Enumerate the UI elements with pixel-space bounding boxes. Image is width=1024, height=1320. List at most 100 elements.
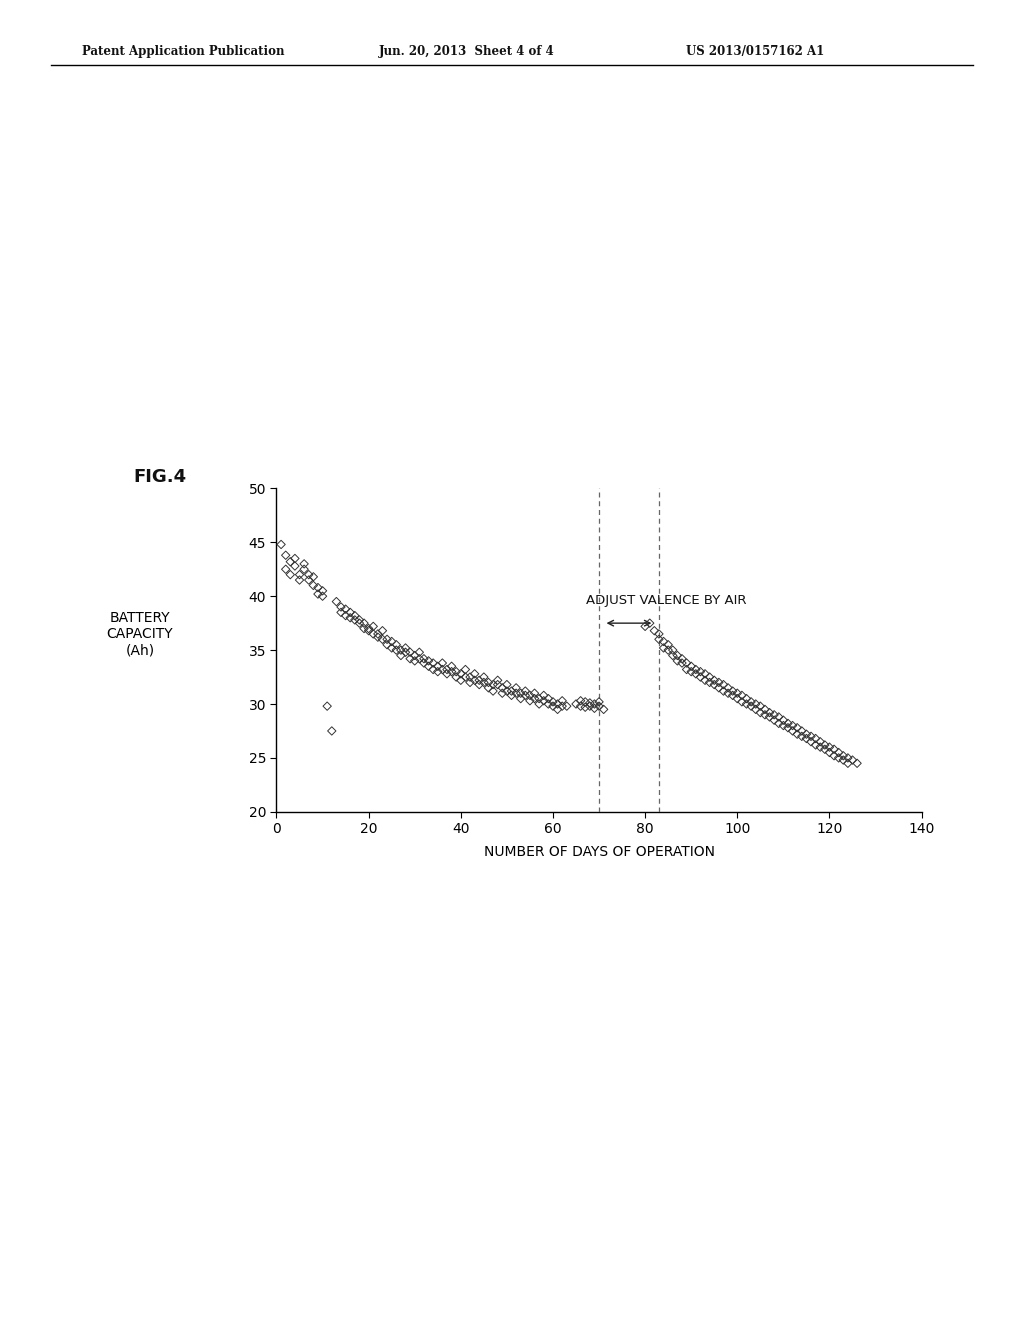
Point xyxy=(817,734,834,755)
Point xyxy=(453,663,469,684)
Point xyxy=(554,696,570,717)
Point xyxy=(393,645,410,667)
Point xyxy=(438,663,455,684)
Point xyxy=(799,727,815,748)
Point xyxy=(582,693,598,714)
Point xyxy=(453,669,469,690)
Point xyxy=(521,690,539,711)
Point xyxy=(752,696,768,717)
Point xyxy=(595,698,611,719)
Point xyxy=(530,693,547,714)
Point xyxy=(305,576,322,597)
Point xyxy=(572,696,589,717)
Point xyxy=(549,693,565,714)
Point xyxy=(541,693,557,714)
Point xyxy=(545,696,561,717)
Point xyxy=(296,558,312,579)
Point xyxy=(840,752,856,774)
Point xyxy=(517,685,534,706)
Point xyxy=(807,727,823,748)
Point xyxy=(508,682,524,704)
Point xyxy=(438,659,455,680)
Point xyxy=(351,612,368,634)
Point xyxy=(844,750,860,771)
Point xyxy=(467,663,483,684)
Point xyxy=(770,706,786,727)
Point xyxy=(707,675,723,696)
Point xyxy=(475,672,493,693)
Point xyxy=(670,651,686,672)
Point xyxy=(678,659,694,680)
Point xyxy=(578,697,594,718)
Point xyxy=(272,533,290,554)
Point xyxy=(309,583,326,605)
Point xyxy=(351,610,368,631)
Point xyxy=(434,652,451,673)
Point xyxy=(283,552,299,573)
Point xyxy=(674,648,690,669)
Point xyxy=(784,715,801,737)
Point xyxy=(471,675,487,696)
Point xyxy=(646,620,663,642)
Point xyxy=(296,553,312,574)
Point xyxy=(457,659,473,680)
Point xyxy=(443,661,460,682)
Point xyxy=(504,681,519,702)
Point xyxy=(707,669,723,690)
Point xyxy=(375,620,391,642)
Point xyxy=(821,742,838,763)
Text: Patent Application Publication: Patent Application Publication xyxy=(82,45,285,58)
Point xyxy=(836,750,852,771)
Point xyxy=(536,690,552,711)
Point xyxy=(696,669,713,690)
Point xyxy=(443,656,460,677)
Point xyxy=(572,690,589,711)
Point xyxy=(659,639,676,660)
Point xyxy=(803,731,819,752)
Point xyxy=(457,667,473,688)
Point xyxy=(301,564,317,585)
Point xyxy=(812,731,828,752)
Point xyxy=(449,667,465,688)
Point xyxy=(830,747,847,768)
Point xyxy=(401,642,418,663)
Point xyxy=(688,659,705,680)
Point xyxy=(807,734,823,755)
Point xyxy=(775,710,792,731)
Point xyxy=(729,682,745,704)
Point xyxy=(485,681,502,702)
Point xyxy=(738,688,755,709)
Point xyxy=(683,656,699,677)
Point xyxy=(849,752,865,774)
Point xyxy=(757,698,773,719)
Point xyxy=(812,737,828,758)
Point xyxy=(494,677,510,698)
Point xyxy=(665,639,681,660)
Point xyxy=(803,726,819,747)
Point xyxy=(794,726,810,747)
Point xyxy=(729,688,745,709)
Point xyxy=(825,746,842,767)
Point xyxy=(720,682,736,704)
Point xyxy=(338,598,354,619)
Point xyxy=(420,651,436,672)
Point xyxy=(475,667,493,688)
Point xyxy=(430,656,446,677)
Point xyxy=(637,616,653,638)
Point xyxy=(411,642,428,663)
Point xyxy=(545,692,561,713)
Point xyxy=(411,648,428,669)
Point xyxy=(434,659,451,680)
Point xyxy=(319,696,336,717)
Point xyxy=(591,692,607,713)
Point xyxy=(757,705,773,726)
Point xyxy=(480,677,497,698)
Point xyxy=(748,698,764,719)
Point xyxy=(305,566,322,587)
Point xyxy=(346,605,364,626)
Point xyxy=(425,652,441,673)
Point xyxy=(655,631,672,652)
Point xyxy=(591,696,607,717)
Point xyxy=(788,723,805,744)
Point xyxy=(407,645,423,667)
